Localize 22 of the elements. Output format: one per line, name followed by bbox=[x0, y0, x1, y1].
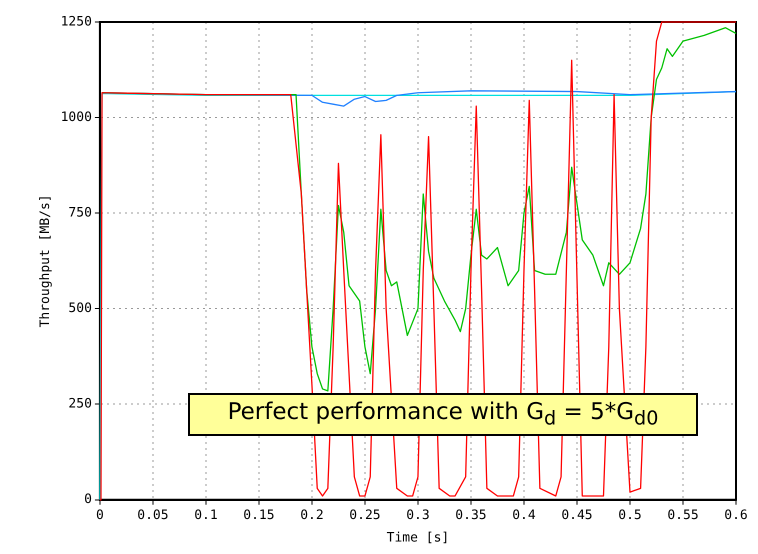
y-tick-label: 1250 bbox=[60, 14, 92, 30]
y-tick-label: 0 bbox=[84, 492, 92, 508]
x-tick-label: 0.6 bbox=[724, 508, 748, 523]
x-tick-label: 0.45 bbox=[561, 508, 593, 523]
x-tick-label: 0.35 bbox=[455, 508, 487, 523]
x-tick-label: 0.55 bbox=[667, 508, 699, 523]
x-tick-label: 0.5 bbox=[618, 508, 642, 523]
x-tick-label: 0.1 bbox=[194, 508, 218, 523]
x-tick-label: 0.15 bbox=[243, 508, 275, 523]
y-tick-label: 500 bbox=[68, 301, 92, 316]
x-axis-title: Time [s] bbox=[386, 530, 450, 546]
x-tick-label: 0.2 bbox=[300, 508, 324, 523]
y-tick-label: 1000 bbox=[60, 110, 92, 125]
x-tick-label: 0 bbox=[96, 508, 104, 523]
x-tick-label: 0.3 bbox=[406, 508, 430, 523]
y-axis-title: Throughput [MB/s] bbox=[38, 194, 54, 328]
x-tick-label: 0.25 bbox=[349, 508, 381, 523]
x-tick-label: 0.05 bbox=[137, 508, 169, 523]
x-tick-label: 0.4 bbox=[512, 508, 536, 523]
y-tick-label: 250 bbox=[68, 396, 92, 412]
note-box: Perfect performance with G$_{d}$ = 5*G$_{d0}$ bbox=[188, 393, 698, 436]
y-tick-label: 750 bbox=[68, 205, 92, 220]
